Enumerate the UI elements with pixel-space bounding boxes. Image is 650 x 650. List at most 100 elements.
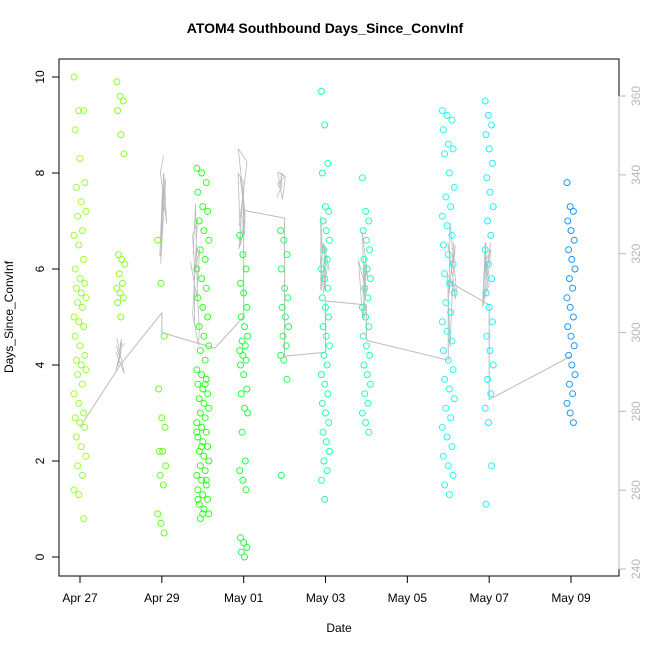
data-point [564, 323, 572, 331]
overlay-daily-trace [358, 232, 369, 320]
data-point [364, 399, 372, 407]
data-point [283, 251, 291, 259]
data-point [193, 366, 201, 374]
data-point [75, 241, 83, 249]
data-point [325, 313, 333, 321]
data-point [444, 462, 452, 470]
data-point [160, 529, 168, 537]
data-point [115, 270, 123, 278]
data-point [322, 303, 329, 311]
data-point [358, 303, 366, 311]
y2-tick-label: 240 [629, 559, 643, 579]
data-point [567, 332, 575, 340]
scatter-points-layer [70, 73, 579, 561]
data-point [277, 351, 285, 359]
data-point [448, 337, 456, 345]
data-point [194, 380, 202, 388]
data-point [193, 428, 201, 436]
data-point [321, 495, 329, 503]
data-point [321, 275, 329, 283]
data-point [366, 380, 374, 388]
data-point [438, 212, 446, 220]
data-point [242, 486, 250, 494]
data-point [70, 390, 78, 398]
data-point [360, 361, 368, 369]
data-point [241, 342, 249, 350]
data-point [568, 361, 576, 369]
data-point [116, 289, 124, 297]
series-group [236, 231, 252, 561]
y2-tick-label: 360 [629, 86, 643, 106]
data-point [116, 92, 124, 100]
data-point [202, 481, 210, 489]
data-point [322, 409, 329, 417]
data-point [441, 375, 449, 383]
data-point [80, 409, 88, 417]
plot-frame [58, 58, 620, 577]
data-point [447, 414, 455, 422]
data-point [200, 332, 208, 340]
data-point [439, 126, 447, 134]
data-point [563, 294, 571, 302]
data-point [365, 323, 373, 331]
data-point [205, 342, 213, 350]
series-group [113, 78, 129, 321]
data-point [326, 447, 333, 455]
data-point [488, 462, 496, 470]
y2-tick-label: 300 [629, 322, 643, 342]
data-point [284, 294, 292, 302]
data-point [198, 443, 206, 451]
data-point [71, 332, 79, 340]
data-point [195, 500, 203, 508]
data-point [204, 443, 212, 451]
data-point [157, 519, 165, 527]
data-point [319, 217, 327, 225]
data-point [201, 255, 209, 263]
data-point [195, 323, 203, 331]
data-point [438, 318, 446, 326]
data-point [205, 236, 213, 244]
data-point [198, 476, 206, 484]
data-point [280, 356, 288, 364]
data-point [570, 236, 578, 244]
data-point [154, 236, 162, 244]
data-point [444, 251, 452, 259]
data-point [485, 303, 493, 311]
data-point [285, 323, 293, 331]
data-point [196, 462, 204, 470]
data-point [243, 385, 251, 393]
data-point [239, 476, 247, 484]
data-point [569, 419, 577, 427]
data-point [193, 471, 201, 479]
data-point [324, 159, 332, 167]
series-group [481, 97, 497, 508]
data-point [80, 255, 88, 263]
data-point [199, 510, 207, 518]
data-point [445, 491, 453, 499]
data-point [242, 265, 250, 273]
data-point [120, 150, 128, 158]
data-point [277, 471, 285, 479]
data-point [117, 313, 125, 321]
overlay-daily-trace [159, 155, 167, 264]
data-point [204, 390, 212, 398]
y2-tick-label: 340 [629, 165, 643, 185]
data-point [199, 303, 207, 311]
data-point [244, 332, 252, 340]
data-point [448, 443, 456, 451]
data-point [449, 260, 457, 268]
data-point [441, 150, 449, 158]
data-point [74, 299, 82, 307]
data-point [282, 342, 290, 350]
data-point [71, 265, 79, 273]
data-point [156, 471, 164, 479]
data-point [484, 375, 492, 383]
data-point [443, 111, 451, 119]
data-point [114, 299, 122, 307]
data-point [77, 361, 85, 369]
data-point [441, 270, 449, 278]
data-point [240, 539, 248, 547]
data-point [487, 390, 495, 398]
data-point [193, 265, 201, 273]
series-group [154, 236, 170, 537]
